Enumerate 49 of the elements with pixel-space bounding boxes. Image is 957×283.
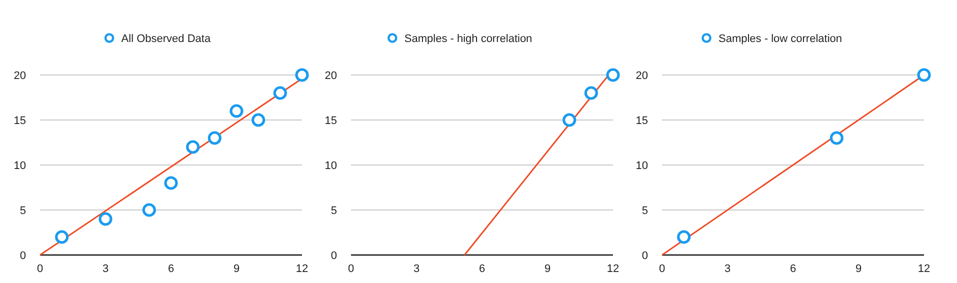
point (230, 104, 244, 118)
legend-label: Samples - low correlation (718, 33, 842, 45)
y-tick-label: 5 (20, 205, 26, 217)
x-tick-label: 6 (168, 263, 174, 275)
x-tick-label: 12 (918, 263, 930, 275)
point (273, 86, 287, 100)
x-tick-label: 12 (606, 263, 620, 275)
point (584, 86, 598, 100)
y-tick-label: 20 (636, 70, 648, 82)
point (606, 68, 620, 82)
point (830, 131, 844, 145)
point (142, 203, 156, 217)
x-tick-label: 9 (544, 263, 551, 275)
point (295, 68, 309, 82)
point (55, 230, 69, 244)
x-tick-label: 3 (724, 263, 731, 275)
legend-label: All Observed Data (121, 33, 212, 45)
y-tick-label: 15 (324, 115, 337, 127)
y-tick-label: 5 (642, 205, 648, 217)
x-tick-label: 6 (790, 263, 796, 275)
x-tick-label: 9 (855, 263, 862, 275)
point (677, 230, 691, 244)
point (98, 212, 112, 226)
point (208, 131, 222, 145)
x-tick-label: 0 (658, 263, 666, 275)
x-tick-label: 3 (102, 263, 109, 275)
y-tick-label: 0 (330, 250, 337, 262)
y-tick-label: 0 (20, 250, 26, 262)
legend-label: Samples - high correlation (404, 33, 532, 45)
point (164, 176, 178, 190)
y-tick-label: 20 (14, 70, 26, 82)
y-tick-label: 15 (636, 115, 648, 127)
y-tick-label: 0 (642, 250, 648, 262)
point (186, 140, 200, 154)
y-tick-label: 15 (14, 115, 26, 127)
x-tick-label: 3 (413, 263, 420, 275)
x-tick-label: 12 (296, 263, 308, 275)
point (562, 113, 576, 127)
y-tick-label: 10 (14, 160, 26, 172)
y-tick-label: 20 (324, 70, 337, 82)
point (252, 113, 266, 127)
y-tick-label: 10 (324, 160, 337, 172)
point (917, 68, 931, 82)
y-tick-label: 10 (636, 160, 648, 172)
x-tick-label: 0 (348, 263, 354, 275)
x-tick-label: 9 (233, 263, 240, 275)
x-tick-label: 0 (36, 263, 44, 275)
y-tick-label: 5 (330, 205, 337, 217)
x-tick-label: 6 (478, 263, 486, 275)
